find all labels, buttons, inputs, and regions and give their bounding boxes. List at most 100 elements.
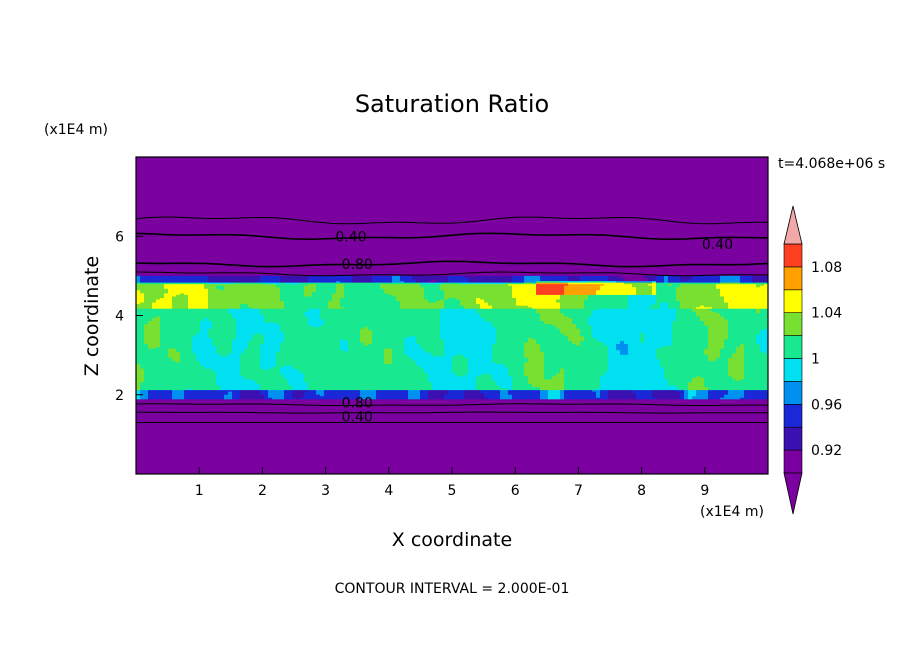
contour-fill-cell — [264, 282, 281, 285]
contour-fill-cell — [144, 369, 213, 372]
contour-fill-cell — [540, 277, 569, 280]
contour-fill-cell — [744, 354, 768, 357]
contour-fill-cell — [144, 331, 161, 334]
contour-fill-cell — [160, 337, 193, 340]
contour-fill-cell — [304, 372, 429, 375]
contour-fill-cell — [440, 309, 477, 312]
contour-fill-cell — [464, 392, 485, 395]
contour-fill-cell — [252, 378, 289, 381]
contour-fill-cell — [136, 317, 153, 320]
contour-fill-cell — [640, 338, 645, 341]
contour-fill-cell — [700, 315, 725, 318]
contour-fill-cell — [164, 295, 173, 298]
contour-fill-cell — [192, 351, 217, 354]
contour-fill-cell — [392, 358, 413, 361]
contour-fill-cell — [340, 338, 345, 341]
contour-fill-cell — [708, 332, 729, 335]
contour-fill-cell — [724, 343, 741, 346]
contour-fill-cell — [196, 354, 221, 357]
contour-fill-cell — [304, 288, 317, 291]
contour-fill-cell — [200, 321, 213, 325]
contour-fill-cell — [392, 357, 413, 360]
contour-fill-cell — [140, 395, 149, 398]
contour-fill-cell — [284, 334, 361, 337]
contour-fill-cell — [480, 305, 493, 308]
contour-fill-cell — [264, 314, 305, 317]
contour-fill-cell — [708, 337, 729, 340]
contour-fill-cell — [536, 340, 573, 343]
contour-fill-cell — [744, 394, 768, 397]
contour-fill-cell — [156, 300, 173, 303]
contour-fill-cell — [140, 383, 217, 386]
contour-fill-cell — [572, 321, 589, 325]
contour-fill-cell — [436, 300, 445, 303]
contour-fill-cell — [560, 306, 585, 309]
contour-fill-cell — [140, 291, 169, 294]
contour-fill-cell — [444, 301, 461, 305]
contour-fill-cell — [444, 349, 493, 352]
contour-fill-cell — [224, 285, 277, 288]
contour-fill-cell — [540, 394, 549, 397]
contour-fill-cell — [692, 380, 705, 383]
contour-fill-cell — [688, 392, 697, 395]
contour-fill-cell — [240, 369, 281, 372]
contour-fill-cell — [232, 395, 241, 398]
contour-fill-cell — [672, 320, 705, 323]
contour-fill-cell — [440, 326, 497, 329]
contour-fill-cell — [600, 378, 669, 381]
contour-fill-cell — [744, 352, 768, 355]
contour-fill-cell — [180, 360, 201, 363]
contour-fill-cell — [568, 315, 589, 318]
contour-fill-cell — [560, 394, 565, 397]
contour-fill-cell — [308, 275, 353, 279]
contour-fill-cell — [264, 395, 269, 398]
contour-fill-cell — [684, 395, 689, 398]
contour-fill-cell — [464, 397, 489, 400]
contour-fill-cell — [424, 369, 453, 372]
contour-fill-cell — [392, 275, 401, 279]
contour-fill-cell — [136, 352, 169, 355]
contour-fill-cell — [736, 378, 741, 381]
contour-fill-cell — [360, 397, 377, 400]
contour-fill-cell — [420, 282, 445, 285]
contour-fill-cell — [600, 285, 633, 288]
contour-fill-cell — [168, 348, 177, 351]
contour-fill-cell — [304, 392, 317, 395]
contour-fill-cell — [284, 375, 305, 378]
contour-fill-cell — [708, 387, 768, 391]
contour-fill-cell — [280, 326, 365, 329]
contour-fill-cell — [284, 391, 293, 394]
contour-fill-cell — [136, 325, 145, 328]
contour-fill-cell — [428, 391, 449, 394]
contour-fill-cell — [280, 328, 361, 331]
contour-fill-cell — [576, 326, 593, 329]
contour-fill-cell — [400, 301, 445, 305]
contour-fill-cell — [140, 386, 221, 389]
contour-fill-cell — [480, 391, 501, 394]
contour-fill-cell — [136, 328, 145, 331]
contour-fill-cell — [288, 383, 309, 386]
colorbar-segment — [783, 289, 803, 313]
contour-fill-cell — [260, 343, 281, 346]
y-scale-label: (x1E4 m) — [44, 122, 108, 138]
contour-fill-cell — [400, 275, 413, 279]
contour-fill-cell — [728, 357, 745, 360]
contour-fill-cell — [560, 301, 585, 305]
contour-fill-cell — [564, 291, 597, 294]
contour-fill-cell — [676, 384, 689, 388]
contour-fill-cell — [672, 338, 709, 341]
contour-fill-cell — [136, 391, 141, 394]
contour-fill-cell — [240, 361, 261, 364]
contour-fill-cell — [656, 352, 705, 355]
contour-fill-cell — [248, 346, 261, 349]
contour-fill-cell — [608, 394, 637, 397]
contour-fill-cell — [524, 278, 541, 282]
contour-fill-cell — [688, 381, 705, 384]
contour-fill-cell — [236, 337, 253, 340]
contour-fill-cell — [188, 303, 209, 306]
contour-fill-cell — [324, 394, 361, 397]
contour-fill-cell — [724, 344, 741, 348]
contour-fill-cell — [208, 292, 281, 295]
contour-fill-cell — [512, 387, 541, 391]
plot-area — [136, 157, 768, 474]
